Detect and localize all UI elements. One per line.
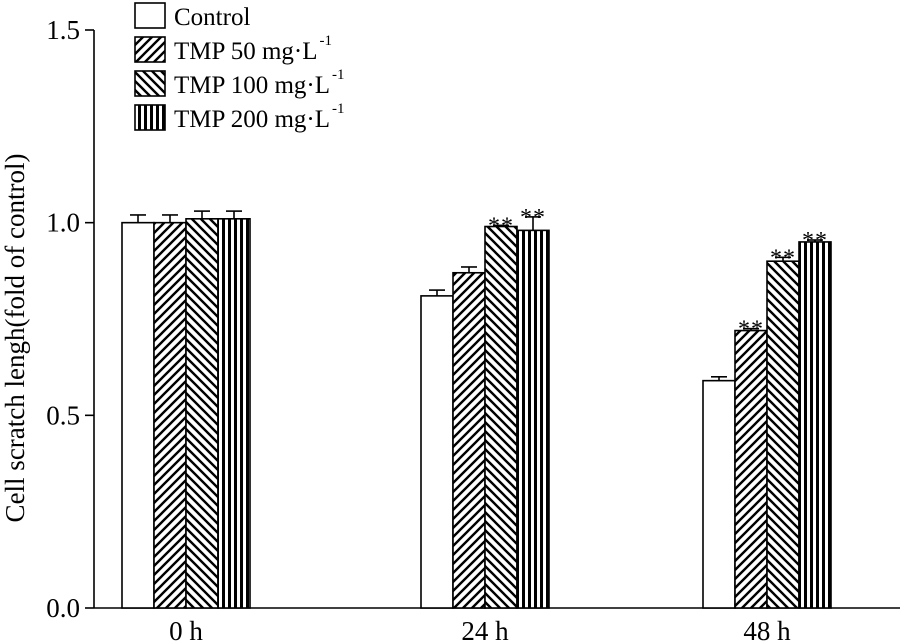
significance-label: ** (738, 317, 764, 343)
bar (798, 241, 832, 609)
legend-label: TMP 200 mg·L -1 (174, 101, 345, 133)
significance-label: ** (770, 245, 796, 271)
bar (217, 218, 251, 609)
bar (734, 329, 768, 609)
legend-swatch (134, 36, 166, 63)
significance-labels: ** ******** (488, 205, 828, 343)
y-tick-label: 1.0 (46, 208, 80, 238)
bar (484, 225, 518, 609)
legend-swatch (134, 104, 166, 131)
bar (121, 221, 155, 609)
bar (420, 295, 454, 609)
legend-label: Control (174, 4, 250, 31)
significance-label: ** (488, 213, 514, 239)
legend-swatch (134, 2, 166, 29)
y-tick-label: 0.0 (46, 593, 80, 623)
significance-label: ** (802, 228, 828, 254)
error-bars (130, 210, 823, 381)
bar (185, 218, 219, 609)
x-ticks: 0 h 24 h 48 h (169, 616, 791, 644)
significance-label: ** (520, 205, 546, 231)
bars (121, 218, 832, 609)
x-tick-label: 48 h (743, 616, 791, 644)
legend-label: TMP 50 mg·L -1 (174, 33, 332, 65)
y-tick-label: 0.5 (46, 400, 80, 430)
y-axis-title: Cell scratch lengh(fold of control) (0, 154, 30, 523)
bar (153, 221, 187, 609)
y-tick-label: 1.5 (46, 15, 80, 45)
bar (452, 271, 486, 609)
y-ticks: 0.0 0.5 1.0 1.5 (46, 15, 94, 623)
bar (766, 260, 800, 609)
bar (702, 379, 736, 609)
plot-area: 0.00.51.01.5 0 h 24 h 48 h ** ******** (46, 15, 900, 644)
x-tick-label: 0 h (169, 616, 203, 644)
x-tick-label: 24 h (461, 616, 509, 644)
bar (516, 229, 550, 609)
legend-label: TMP 100 mg·L -1 (174, 67, 345, 99)
legend-swatch (134, 70, 166, 97)
